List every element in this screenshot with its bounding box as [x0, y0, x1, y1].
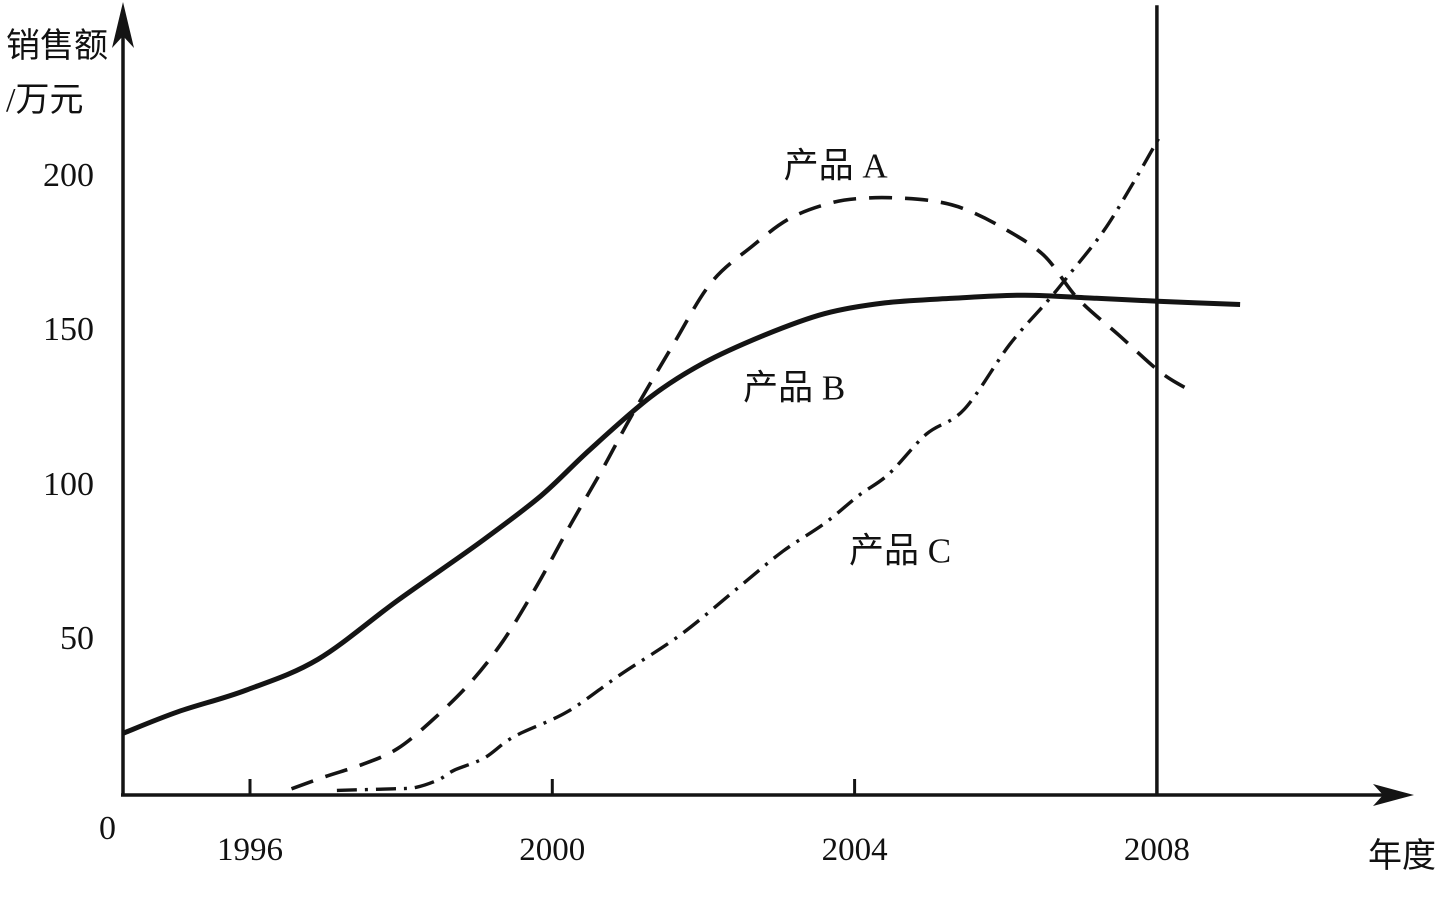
x-tick-label-1996: 1996: [217, 832, 283, 868]
x-axis-title: 年度: [1368, 838, 1436, 875]
series-label-product-c: 产品 C: [848, 531, 952, 571]
x-axis-arrow-icon: [1373, 784, 1414, 806]
series-line-product-b: [122, 292, 1241, 736]
x-axis-tick-marks: [248, 779, 857, 795]
y-tick-label-150: 150: [43, 311, 94, 349]
x-tick-label-2000: 2000: [519, 832, 586, 868]
y-tick-label-50: 50: [60, 619, 94, 657]
y-axis-title-line1: 销售额: [6, 28, 108, 65]
series-label-product-b: 产品 B: [743, 368, 846, 408]
series-line-product-a: [290, 195, 1192, 791]
y-tick-label-200: 200: [43, 157, 94, 195]
series-line-product-c: [336, 133, 1163, 793]
y-axis-title: 销售额 /万元: [6, 20, 108, 127]
series-paths: [122, 133, 1241, 793]
origin-label: 0: [99, 810, 116, 847]
x-tick-label-2008: 2008: [1123, 832, 1190, 868]
y-axis-arrow-icon: [112, 2, 134, 48]
x-tick-label-2004: 2004: [821, 832, 888, 868]
series-label-product-a: 产品 A: [783, 146, 888, 186]
y-axis-title-line2: /万元: [6, 81, 84, 119]
y-tick-label-100: 100: [43, 465, 94, 503]
